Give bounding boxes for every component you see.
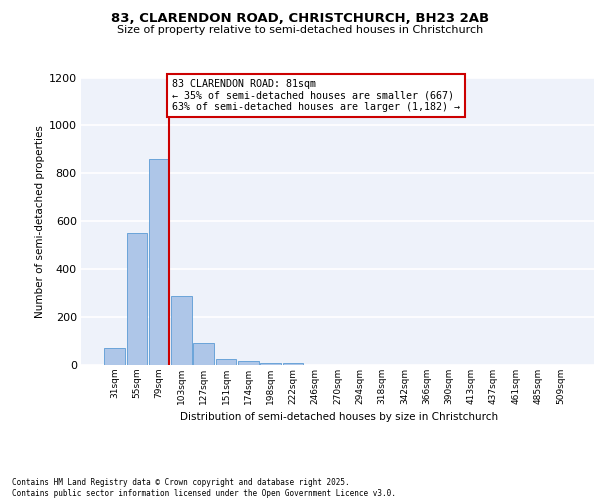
Text: Size of property relative to semi-detached houses in Christchurch: Size of property relative to semi-detach… xyxy=(117,25,483,35)
Bar xyxy=(216,359,236,365)
Bar xyxy=(171,296,192,365)
Bar xyxy=(127,233,147,365)
Bar xyxy=(260,362,281,365)
Text: Distribution of semi-detached houses by size in Christchurch: Distribution of semi-detached houses by … xyxy=(180,412,498,422)
Text: 83 CLARENDON ROAD: 81sqm
← 35% of semi-detached houses are smaller (667)
63% of : 83 CLARENDON ROAD: 81sqm ← 35% of semi-d… xyxy=(172,78,460,112)
Bar xyxy=(283,362,303,365)
Bar xyxy=(104,348,125,365)
Bar xyxy=(193,344,214,365)
Y-axis label: Number of semi-detached properties: Number of semi-detached properties xyxy=(35,125,44,318)
Text: Contains HM Land Registry data © Crown copyright and database right 2025.
Contai: Contains HM Land Registry data © Crown c… xyxy=(12,478,396,498)
Bar xyxy=(149,159,169,365)
Bar xyxy=(238,362,259,365)
Text: 83, CLARENDON ROAD, CHRISTCHURCH, BH23 2AB: 83, CLARENDON ROAD, CHRISTCHURCH, BH23 2… xyxy=(111,12,489,26)
